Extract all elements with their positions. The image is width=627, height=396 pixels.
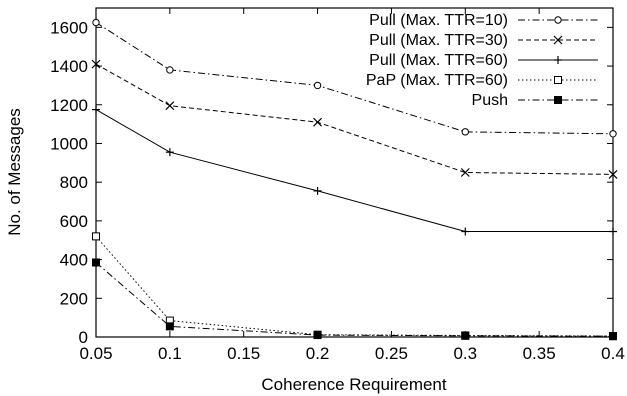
y-axis-title: No. of Messages <box>5 108 24 236</box>
x-tick-label: 0.15 <box>227 344 260 363</box>
y-tick-label: 1200 <box>50 96 88 115</box>
y-tick-label: 1400 <box>50 57 88 76</box>
data-point-stroke <box>608 170 618 179</box>
data-point <box>554 76 562 84</box>
x-tick-label: 0.05 <box>79 344 112 363</box>
y-tick-label: 600 <box>60 212 88 231</box>
data-point <box>609 227 617 236</box>
data-point <box>461 128 469 136</box>
series-line <box>95 63 614 175</box>
data-point <box>461 331 470 340</box>
data-point <box>460 168 470 177</box>
data-point <box>608 170 618 179</box>
series-3 <box>92 105 617 236</box>
legend: Pull (Max. TTR=10) Pull (Max. TTR=30) Pull… <box>366 12 598 109</box>
data-point <box>461 227 470 236</box>
plot-frame <box>95 7 614 338</box>
data-point <box>313 186 322 195</box>
data-point <box>92 232 100 241</box>
data-point <box>92 105 100 114</box>
legend-entry: Pull (Max. TTR=10) <box>369 12 598 29</box>
legend-label: Push <box>472 92 508 109</box>
data-point <box>165 101 175 111</box>
data-point <box>313 81 322 90</box>
series-2 <box>91 59 618 179</box>
data-point <box>554 96 562 104</box>
data-point <box>165 148 174 157</box>
series-line <box>95 109 613 232</box>
data-point <box>92 18 100 27</box>
y-tick-label: 0 <box>79 328 88 347</box>
data-point <box>91 59 101 69</box>
legend-entry: Pull (Max. TTR=30) <box>369 32 598 49</box>
data-point <box>554 56 562 64</box>
data-point <box>609 332 617 341</box>
data-point <box>609 130 617 138</box>
legend-entry: Pull (Max. TTR=60) <box>369 52 598 69</box>
series-lines <box>91 18 618 341</box>
data-point-stroke <box>553 35 563 45</box>
data-point-stroke <box>313 117 322 127</box>
legend-entry: PaP (Max. TTR=60) <box>366 72 598 89</box>
data-point <box>92 258 100 267</box>
data-point <box>554 16 562 24</box>
series-5 <box>92 258 617 341</box>
x-tick-label: 0.2 <box>306 344 330 363</box>
legend-entry: Push <box>472 92 598 109</box>
data-point <box>313 331 322 340</box>
x-tick-label: 0.3 <box>453 344 477 363</box>
x-axis-title: Coherence Requirement <box>261 375 446 394</box>
legend-label: Pull (Max. TTR=60) <box>369 52 508 69</box>
series-1 <box>92 18 617 138</box>
data-point-stroke <box>165 101 175 111</box>
y-tick-label: 200 <box>60 289 88 308</box>
x-tick-label: 0.35 <box>523 344 556 363</box>
legend-label: Pull (Max. TTR=30) <box>369 32 508 49</box>
data-point <box>165 322 174 331</box>
y-tick-label: 1000 <box>50 134 88 153</box>
legend-label: Pull (Max. TTR=10) <box>369 12 508 29</box>
data-point <box>313 117 322 127</box>
data-point-stroke <box>460 168 470 177</box>
data-point <box>553 35 563 45</box>
y-tick-label: 800 <box>60 173 88 192</box>
x-tick-label: 0.4 <box>601 344 625 363</box>
x-tick-label: 0.25 <box>375 344 408 363</box>
data-point <box>166 66 174 74</box>
y-tick-label: 400 <box>60 251 88 270</box>
axis-ticks: 0.05 0.1 0.15 0.2 0.25 0.3 0.35 0.4 0 200 400 600 80… <box>50 8 625 363</box>
legend-label: PaP (Max. TTR=60) <box>366 72 508 89</box>
data-point-stroke <box>91 59 101 69</box>
y-tick-label: 1600 <box>50 18 88 37</box>
series-line <box>95 22 614 135</box>
x-tick-label: 0.1 <box>158 344 182 363</box>
